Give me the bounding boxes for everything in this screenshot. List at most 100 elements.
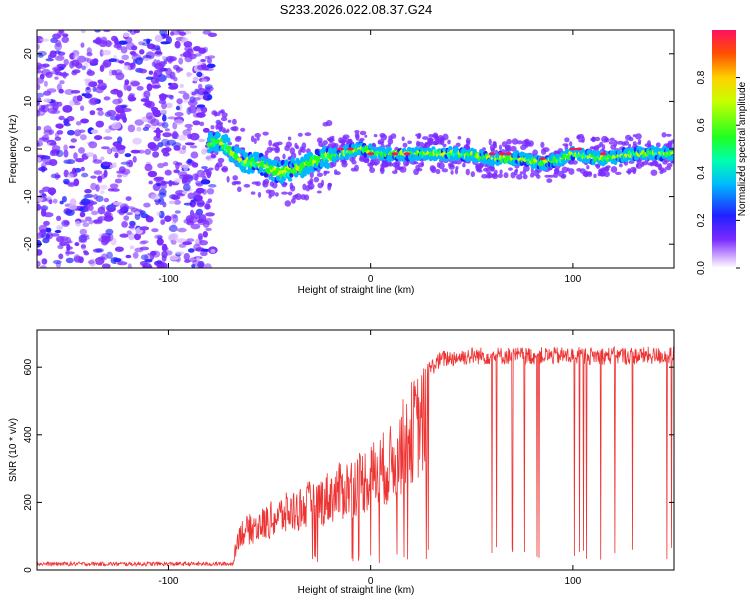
spectrogram-noise-cell — [169, 255, 180, 261]
spectrogram-noise-cell — [142, 42, 150, 47]
spectrogram-noise-cell — [101, 263, 111, 268]
spectrogram-noise-cell — [183, 202, 193, 206]
spectrogram-noise-cell — [147, 171, 157, 176]
spectrogram-halo-cell — [416, 135, 421, 139]
spectrogram-noise-cell — [168, 200, 176, 205]
spectrogram-halo-cell — [226, 176, 230, 183]
spectrogram-noise-cell — [49, 142, 57, 146]
spectrogram-noise-cell — [103, 215, 114, 222]
spectrogram-halo-cell — [217, 157, 225, 163]
spectrogram-noise-cell — [155, 77, 160, 84]
spectrogram-noise-cell — [63, 178, 70, 185]
spectrogram-noise-cell — [158, 99, 167, 104]
spectrogram-noise-cell — [207, 55, 216, 59]
spectrogram-halo-cell — [454, 168, 459, 175]
spectrogram-noise-cell — [82, 222, 90, 227]
spectrogram-ridge-cell — [227, 145, 232, 151]
spectrogram-noise-cell — [56, 236, 67, 243]
spectrogram-halo-cell — [270, 147, 276, 151]
spectrogram-noise-cell — [37, 43, 40, 51]
spectrogram-noise-cell — [186, 127, 193, 131]
spectrogram-noise-cell — [116, 174, 123, 178]
spectrogram-halo-cell — [510, 145, 517, 152]
spectrogram-halo-cell — [237, 186, 242, 193]
spectrogram-halo-cell — [297, 132, 303, 137]
spectrogram-noise-cell — [165, 36, 172, 40]
spectrogram-halo-cell — [455, 142, 461, 147]
spectrogram-noise-cell — [196, 64, 206, 71]
spectrogram-noise-cell — [66, 159, 76, 165]
spectrogram-halo-cell — [628, 136, 634, 142]
spectrogram-noise-cell — [202, 127, 210, 133]
spectrogram-halo-cell — [256, 137, 260, 141]
spectrogram-ylabel: Frequency (Hz) — [8, 115, 19, 184]
spectrogram-halo-cell — [407, 140, 412, 145]
spectrogram-noise-cell — [172, 214, 179, 223]
y-tick-label: 400 — [23, 426, 34, 443]
spectrogram-halo-cell — [604, 137, 608, 142]
spectrogram-noise-cell — [118, 114, 126, 120]
snr-frame — [36, 329, 675, 571]
spectrogram-halo-cell — [284, 200, 292, 207]
spectrogram-halo-cell — [275, 146, 279, 153]
spectrogram-halo-cell — [568, 168, 575, 175]
spectrogram-halo-cell — [226, 128, 230, 133]
spectrogram-noise-cell — [141, 240, 149, 244]
spectrogram-noise-cell — [205, 217, 213, 225]
spectrogram-noise-cell — [103, 210, 112, 217]
spectrogram-noise-cell — [134, 211, 140, 215]
spectrogram-noise-cell — [158, 188, 167, 196]
spectrogram-noise-cell — [181, 191, 188, 195]
spectrogram-noise-cell — [143, 57, 150, 61]
spectrogram-noise-cell — [200, 250, 208, 257]
spectrogram-noise-cell — [40, 265, 47, 268]
spectrogram-noise-cell — [119, 233, 129, 238]
spectrogram-noise-cell — [165, 102, 173, 109]
spectrogram-halo-cell — [578, 133, 584, 139]
spectrogram-noise-cell — [151, 61, 156, 67]
spectrogram-ridge-cell — [244, 152, 249, 157]
spectrogram-halo-cell — [429, 165, 436, 172]
spectrogram-noise-cell — [101, 253, 108, 261]
spectrogram-noise-cell — [174, 210, 181, 214]
spectrogram-halo-cell — [392, 170, 398, 175]
spectrogram-noise-cell — [67, 204, 78, 210]
spectrogram-noise-cell — [165, 250, 173, 256]
spectrogram-noise-cell — [100, 190, 105, 195]
spectrogram-halo-cell — [650, 169, 658, 176]
spectrogram-halo-cell — [369, 159, 375, 166]
spectrogram-halo-cell — [234, 137, 242, 142]
spectrogram-noise-cell — [118, 40, 128, 45]
spectrogram-noise-cell — [173, 145, 181, 151]
spectrogram-noise-cell — [156, 263, 165, 268]
spectrogram-noise-cell — [67, 129, 75, 136]
spectrogram-noise-cell — [195, 180, 203, 186]
spectrogram-noise-cell — [51, 145, 61, 152]
spectrogram-noise-cell — [61, 196, 67, 203]
spectrogram-halo-cell — [508, 167, 513, 171]
spectrogram-noise-cell — [37, 70, 44, 74]
spectrogram-noise-cell — [130, 62, 136, 70]
spectrogram-noise-cell — [80, 198, 91, 205]
spectrogram-noise-cell — [103, 96, 111, 101]
spectrogram-noise-cell — [151, 106, 159, 113]
spectrogram-ridge-cell — [288, 178, 293, 182]
spectrogram-noise-cell — [206, 63, 216, 68]
spectrogram-noise-cell — [140, 98, 149, 102]
spectrogram-halo-cell — [324, 170, 330, 174]
y-tick-label: 10 — [23, 95, 34, 107]
spectrogram-peak-cell — [498, 152, 506, 156]
spectrogram-noise-cell — [58, 115, 65, 121]
spectrogram-noise-cell — [147, 142, 157, 150]
spectrogram-noise-cell — [190, 198, 199, 203]
spectrogram-noise-cell — [39, 73, 45, 80]
spectrogram-halo-cell — [341, 136, 348, 142]
spectrogram-noise-cell — [156, 259, 163, 265]
spectrogram-noise-cell — [173, 64, 180, 70]
spectrogram-halo-cell — [380, 134, 388, 141]
spectrogram-noise-cell — [41, 156, 52, 163]
spectrogram-halo-cell — [576, 168, 582, 172]
spectrogram-noise-cell — [202, 91, 209, 95]
spectrogram-noise-cell — [88, 204, 94, 212]
spectrogram-halo-cell — [659, 170, 664, 175]
